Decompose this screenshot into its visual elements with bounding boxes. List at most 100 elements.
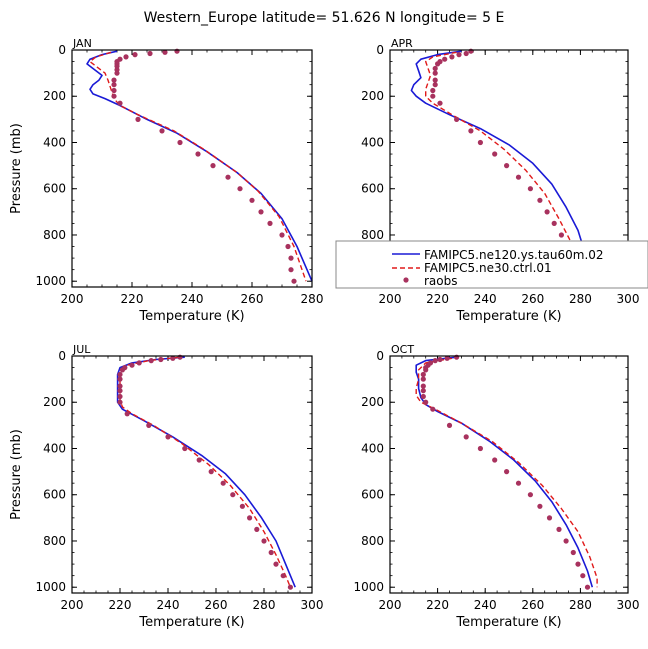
raob-point — [288, 255, 294, 261]
raob-point — [114, 70, 120, 76]
raob-point — [117, 393, 123, 400]
panel-label: JUL — [72, 343, 91, 356]
raob-point — [430, 93, 436, 99]
raob-point — [423, 399, 429, 405]
raob-point — [442, 56, 448, 62]
raob-point — [254, 526, 260, 533]
y-tick-label: 1000 — [353, 580, 384, 594]
plot-frame — [389, 355, 629, 594]
raob-point — [220, 480, 226, 486]
raob-point — [124, 411, 130, 417]
raob-point — [208, 469, 214, 475]
raob-point — [129, 362, 135, 368]
plot-frame — [71, 49, 313, 288]
y-tick-label: 600 — [43, 488, 66, 502]
raob-point — [515, 174, 522, 180]
plot-frame — [71, 355, 313, 594]
raob-point — [117, 376, 123, 382]
raob-point — [537, 503, 543, 509]
y-tick-label: 200 — [361, 395, 384, 409]
y-tick-label: 0 — [376, 349, 384, 363]
raob-point — [132, 52, 138, 58]
x-tick-label: 200 — [379, 598, 402, 612]
raob-point — [165, 434, 171, 440]
x-tick-label: 260 — [205, 598, 228, 612]
y-tick-label: 800 — [361, 228, 384, 242]
raob-point — [420, 388, 426, 394]
raob-point — [279, 232, 285, 238]
y-tick-label: 0 — [376, 43, 384, 57]
series-model1-line — [410, 50, 591, 282]
raob-point — [463, 434, 469, 440]
raob-point — [456, 52, 462, 58]
raob-point — [444, 355, 450, 361]
series-model2-line — [89, 51, 307, 282]
raob-point — [174, 48, 180, 54]
x-tick-label: 240 — [474, 598, 497, 612]
y-tick-label: 400 — [361, 441, 384, 455]
raob-point — [435, 61, 441, 67]
x-tick-label: 200 — [61, 598, 84, 612]
raob-point — [504, 469, 510, 475]
raob-point — [111, 87, 117, 94]
raob-point — [287, 584, 293, 590]
raob-point — [556, 526, 562, 533]
raob-point — [420, 383, 426, 389]
raob-point — [148, 358, 154, 364]
raob-point — [432, 77, 438, 83]
raob-point — [291, 278, 297, 284]
raob-point — [527, 492, 534, 498]
raob-point — [136, 360, 142, 366]
y-tick-label: 200 — [43, 395, 66, 409]
legend: FAMIPC5.ne120.ys.tau60m.02 FAMIPC5.ne30.… — [335, 240, 648, 289]
panel-jan: 200 220 240 260 280 0 200 400 600 800 1000 JAN Tempe… — [9, 37, 323, 324]
panel-jul: 200 220 240 260 280 300 0 200 400 600 800 1000 JUL Te… — [9, 343, 323, 630]
series-model1-line — [116, 356, 296, 588]
raob-point — [146, 422, 152, 428]
x-tick-label: 220 — [109, 598, 132, 612]
raob-point — [432, 358, 438, 364]
raob-point — [551, 220, 557, 226]
y-tick-label: 1000 — [35, 580, 66, 594]
y-tick-label: 600 — [361, 488, 384, 502]
legend-model1-label: FAMIPC5.ne120.ys.tau60m.02 — [424, 248, 604, 262]
legend-box — [335, 240, 648, 289]
raob-point — [247, 515, 253, 521]
raob-point — [111, 82, 117, 88]
raob-point — [258, 209, 264, 215]
y-tick-label: 800 — [43, 228, 66, 242]
raob-point — [544, 209, 550, 215]
x-tick-label: 220 — [426, 292, 449, 306]
raob-point — [437, 100, 443, 106]
raob-point — [210, 163, 216, 169]
raob-point — [432, 82, 438, 88]
x-tick-label: 280 — [301, 292, 324, 306]
raob-point — [437, 356, 443, 363]
raob-point — [268, 549, 274, 556]
x-tick-label: 240 — [157, 598, 180, 612]
raob-point — [261, 538, 267, 544]
raob-point — [546, 515, 553, 521]
raob-point — [420, 371, 426, 378]
x-tick-label: 240 — [474, 292, 497, 306]
panel-label: APR — [391, 37, 413, 50]
raob-point — [177, 139, 183, 146]
x-axis-label: Temperature (K) — [138, 309, 244, 324]
raob-point — [527, 186, 534, 192]
raob-point — [117, 371, 123, 378]
raob-point — [273, 561, 279, 567]
raob-point — [225, 174, 231, 180]
y-tick-label: 600 — [43, 182, 66, 196]
raob-point — [159, 128, 165, 134]
raob-point — [423, 367, 429, 373]
raob-point — [117, 399, 123, 405]
y-tick-label: 1000 — [35, 274, 66, 288]
x-tick-label: 240 — [181, 292, 204, 306]
raob-point — [575, 561, 581, 567]
y-tick-label: 800 — [361, 534, 384, 548]
x-tick-label: 300 — [617, 292, 640, 306]
y-tick-label: 200 — [43, 89, 66, 103]
raob-point — [477, 445, 483, 452]
panel-oct: 200 220 240 260 280 300 0 200 400 600 800 1000 OCT Te… — [353, 343, 639, 630]
